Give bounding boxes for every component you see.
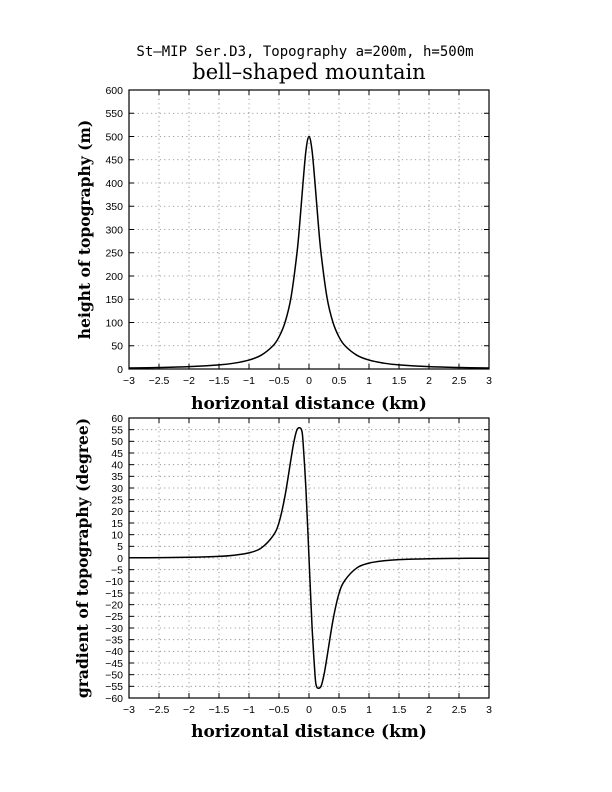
gradient-y-tick-label: 0 (117, 553, 123, 565)
height-x-axis-label: horizontal distance (km) (191, 394, 427, 414)
gradient-x-tick-label: 3 (486, 704, 492, 716)
super-title: St–MIP Ser.D3, Topography a=200m, h=500m (136, 44, 473, 60)
gradient-y-tick-label: 60 (111, 413, 123, 425)
gradient-grid (129, 418, 489, 698)
gradient-x-tick-label: −1.5 (209, 704, 230, 716)
height-panel: −3 −2.5 −2 −1.5 −1 −0.5 0 0.5 1 1.5 2 2.5 3 0 50 100 150… (75, 85, 492, 414)
height-x-tick-label: 3 (486, 375, 492, 387)
gradient-y-axis-label: gradient of topography (degree) (73, 418, 92, 698)
gradient-x-tick-label: −2.5 (149, 704, 170, 716)
gradient-y-tick-label: −35 (105, 634, 123, 646)
height-x-tick-label: 2 (426, 375, 432, 387)
height-y-tick-label: 0 (117, 364, 123, 376)
height-x-tick-label: 0.5 (332, 375, 347, 387)
gradient-y-tick-label: 45 (111, 448, 123, 460)
gradient-y-tick-label: −5 (111, 564, 123, 576)
height-y-tick-label: 500 (105, 131, 123, 143)
height-y-tick-label: 550 (105, 108, 123, 120)
gradient-panel: −3 −2.5 −2 −1.5 −1 −0.5 0 0.5 1 1.5 2 2.5 3−60−55−50… (73, 413, 492, 742)
height-x-tick-label: −1 (243, 375, 255, 387)
height-y-tick-label: 200 (105, 271, 123, 283)
gradient-y-tick-label: 25 (111, 494, 123, 506)
height-y-tick-label: 300 (105, 224, 123, 236)
gradient-y-tick-label: 35 (111, 471, 123, 483)
height-y-tick-label: 350 (105, 201, 123, 213)
height-y-tick-label: 400 (105, 178, 123, 190)
gradient-y-tick-label: 50 (111, 436, 123, 448)
height-x-tick-label: −2.5 (149, 375, 170, 387)
gradient-y-tick-label: 5 (117, 541, 123, 553)
gradient-x-tick-label: 2.5 (452, 704, 467, 716)
height-ticks: −3 −2.5 −2 −1.5 −1 −0.5 0 0.5 1 1.5 2 2.5 3 0 50 100 150… (105, 85, 492, 387)
gradient-y-tick-label: −45 (105, 658, 123, 670)
height-x-tick-label: 2.5 (452, 375, 467, 387)
gradient-curve (128, 426, 490, 690)
gradient-x-tick-label: 1.5 (392, 704, 407, 716)
height-x-tick-label: 1.5 (392, 375, 407, 387)
height-x-tick-label: 0 (306, 375, 312, 387)
gradient-x-tick-label: 0 (306, 704, 312, 716)
gradient-y-tick-label: −55 (105, 681, 123, 693)
height-y-tick-label: 250 (105, 248, 123, 260)
gradient-x-axis-label: horizontal distance (km) (191, 722, 427, 742)
height-y-tick-label: 450 (105, 155, 123, 167)
gradient-x-tick-label: 2 (426, 704, 432, 716)
gradient-x-tick-label: 1 (366, 704, 372, 716)
gradient-x-tick-label: −3 (123, 704, 135, 716)
gradient-y-tick-label: −60 (105, 693, 123, 705)
gradient-x-tick-label: −1 (243, 704, 255, 716)
gradient-x-tick-label: −2 (183, 704, 195, 716)
height-curve (128, 135, 490, 369)
height-x-tick-label: −0.5 (269, 375, 290, 387)
height-y-tick-label: 150 (105, 294, 123, 306)
gradient-x-tick-label: 0.5 (332, 704, 347, 716)
gradient-y-tick-label: −15 (105, 588, 123, 600)
gradient-y-tick-label: 55 (111, 424, 123, 436)
gradient-y-tick-label: −30 (105, 623, 123, 635)
height-x-tick-label: −2 (183, 375, 195, 387)
height-x-tick-label: −3 (123, 375, 135, 387)
height-y-tick-label: 50 (111, 341, 123, 353)
height-x-tick-label: −1.5 (209, 375, 230, 387)
height-y-axis-label: height of topography (m) (75, 120, 94, 339)
gradient-ticks: −3 −2.5 −2 −1.5 −1 −0.5 0 0.5 1 1.5 2 2.5 3−60−55−50… (105, 413, 492, 716)
gradient-x-tick-label: −0.5 (269, 704, 290, 716)
gradient-y-tick-label: −40 (105, 646, 123, 658)
gradient-y-tick-label: 30 (111, 483, 123, 495)
height-x-tick-label: 1 (366, 375, 372, 387)
height-y-tick-label: 100 (105, 317, 123, 329)
height-grid (129, 90, 489, 369)
gradient-y-tick-label: −20 (105, 599, 123, 611)
gradient-y-tick-label: −50 (105, 669, 123, 681)
gradient-y-tick-label: 10 (111, 529, 123, 541)
gradient-y-tick-label: −10 (105, 576, 123, 588)
main-title: bell–shaped mountain (192, 60, 425, 84)
gradient-y-tick-label: 15 (111, 518, 123, 530)
gradient-y-tick-label: −25 (105, 611, 123, 623)
gradient-y-tick-label: 20 (111, 506, 123, 518)
height-y-tick-label: 600 (105, 85, 123, 97)
gradient-y-tick-label: 40 (111, 459, 123, 471)
